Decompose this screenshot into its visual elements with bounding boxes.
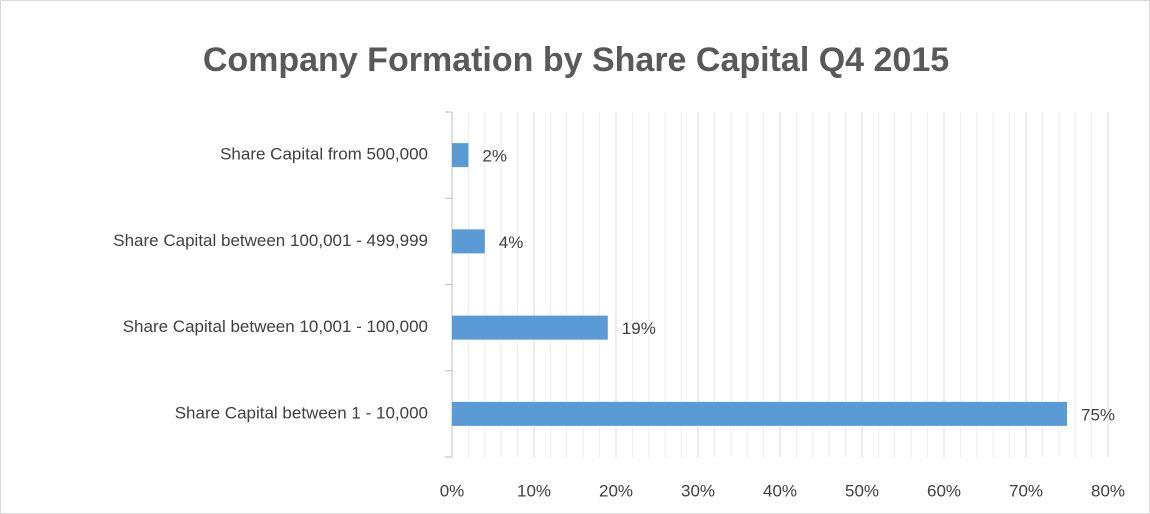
y-tick-label: Share Capital from 500,000 [220, 145, 428, 164]
data-label: 2% [482, 147, 507, 166]
x-tick-label: 70% [1009, 481, 1043, 500]
bar [452, 229, 485, 254]
y-tick-label: Share Capital between 10,001 - 100,000 [123, 317, 428, 336]
y-tick-label: Share Capital between 1 - 10,000 [175, 403, 428, 422]
bar [452, 143, 469, 168]
x-tick-label: 20% [599, 481, 633, 500]
data-label: 4% [499, 233, 524, 252]
y-tick-label: Share Capital between 100,001 - 499,999 [113, 231, 428, 250]
x-tick-label: 10% [517, 481, 551, 500]
x-tick-label: 80% [1091, 481, 1125, 500]
chart-title: Company Formation by Share Capital Q4 20… [203, 41, 949, 79]
x-tick-label: 60% [927, 481, 961, 500]
bar [452, 315, 608, 340]
data-label: 19% [622, 319, 656, 338]
x-tick-label: 30% [681, 481, 715, 500]
data-label: 75% [1081, 405, 1115, 424]
x-tick-label: 50% [845, 481, 879, 500]
x-tick-label: 40% [763, 481, 797, 500]
bar [452, 401, 1067, 426]
x-tick-label: 0% [440, 481, 465, 500]
